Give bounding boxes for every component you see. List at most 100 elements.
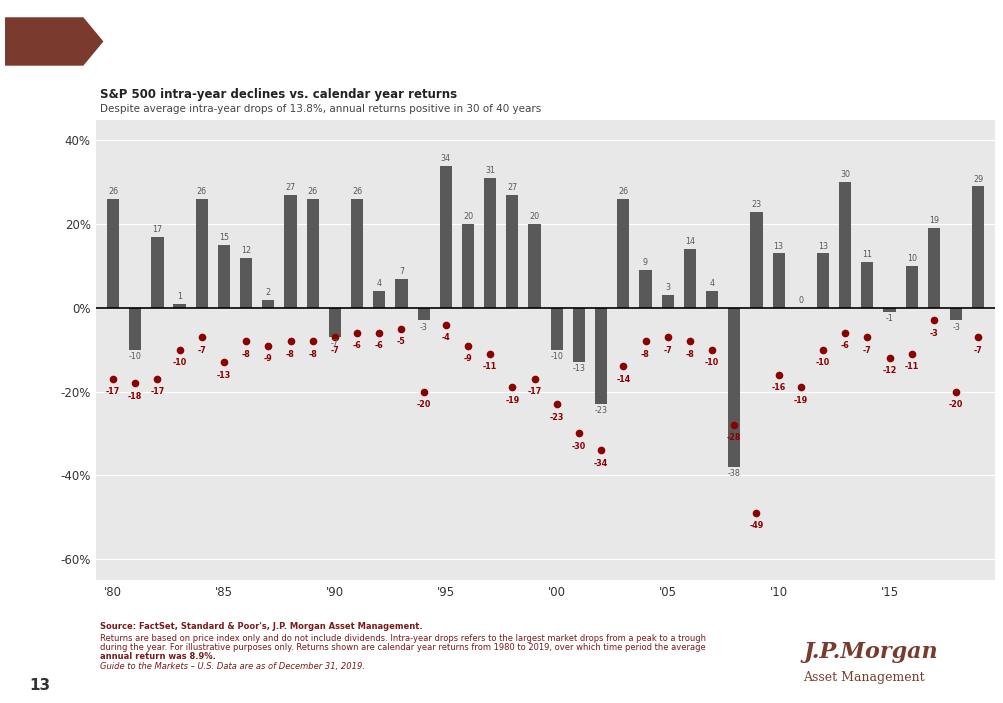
- Text: Despite average intra-year drops of 13.8%, annual returns positive in 30 of 40 y: Despite average intra-year drops of 13.8…: [100, 104, 541, 114]
- Bar: [306, 199, 319, 308]
- Bar: [174, 304, 186, 308]
- Bar: [749, 212, 762, 308]
- Bar: [573, 308, 585, 362]
- Text: 4: 4: [376, 279, 381, 288]
- Text: -17: -17: [105, 387, 120, 396]
- Text: -10: -10: [128, 352, 141, 361]
- Bar: [528, 224, 541, 308]
- Bar: [284, 195, 296, 308]
- Bar: [971, 186, 984, 308]
- Bar: [196, 199, 208, 308]
- Text: -3: -3: [951, 323, 959, 332]
- Text: 1: 1: [177, 292, 182, 301]
- Bar: [595, 308, 607, 404]
- Text: -7: -7: [330, 346, 339, 354]
- Bar: [483, 178, 495, 308]
- Text: 27: 27: [285, 183, 295, 192]
- Bar: [417, 308, 429, 321]
- Text: -7: -7: [863, 346, 871, 354]
- Text: 29: 29: [972, 174, 983, 183]
- Text: 23: 23: [750, 200, 760, 209]
- Text: -1: -1: [885, 314, 893, 323]
- Text: 30: 30: [840, 170, 850, 179]
- Text: Annual returns and intra-year declines: Annual returns and intra-year declines: [115, 32, 462, 51]
- Text: -10: -10: [550, 352, 563, 361]
- Bar: [816, 254, 828, 308]
- Text: 3: 3: [665, 283, 670, 292]
- Text: -7: -7: [331, 340, 339, 348]
- Text: -7: -7: [973, 346, 982, 354]
- Bar: [883, 308, 895, 312]
- Text: -8: -8: [308, 350, 317, 359]
- Text: -13: -13: [572, 364, 585, 373]
- Text: -5: -5: [397, 337, 405, 346]
- Bar: [949, 308, 961, 321]
- Text: 4: 4: [709, 279, 714, 288]
- Bar: [439, 166, 451, 308]
- Text: 31: 31: [484, 166, 494, 175]
- Text: 26: 26: [108, 187, 118, 196]
- Text: -10: -10: [815, 358, 829, 367]
- Text: 17: 17: [152, 225, 162, 234]
- Text: during the year. For illustrative purposes only. Returns shown are calendar year: during the year. For illustrative purpos…: [100, 643, 705, 652]
- Text: S&P 500 intra-year declines vs. calendar year returns: S&P 500 intra-year declines vs. calendar…: [100, 88, 457, 101]
- Text: Guide to the Markets – U.S. Data are as of December 31, 2019.: Guide to the Markets – U.S. Data are as …: [100, 662, 365, 671]
- Text: -8: -8: [641, 350, 649, 359]
- Text: 7: 7: [398, 266, 403, 276]
- Bar: [395, 278, 407, 308]
- Bar: [129, 308, 141, 350]
- Bar: [639, 270, 651, 308]
- Text: 13: 13: [817, 242, 827, 250]
- Text: 10: 10: [906, 254, 916, 263]
- Text: -28: -28: [726, 434, 741, 442]
- Text: 9: 9: [642, 258, 647, 267]
- Text: -19: -19: [793, 396, 807, 405]
- Text: 13: 13: [29, 678, 51, 693]
- Text: -10: -10: [704, 358, 718, 367]
- Text: -14: -14: [616, 375, 630, 384]
- Text: -49: -49: [748, 522, 763, 530]
- Text: -11: -11: [482, 362, 496, 371]
- Text: 26: 26: [197, 187, 207, 196]
- Bar: [861, 262, 873, 308]
- Text: -4: -4: [441, 333, 449, 342]
- Text: -6: -6: [840, 342, 849, 350]
- Bar: [328, 308, 341, 337]
- Text: 11: 11: [862, 250, 872, 259]
- Text: 20: 20: [529, 212, 539, 221]
- Text: -23: -23: [549, 413, 564, 422]
- Text: -7: -7: [198, 346, 206, 354]
- Text: -17: -17: [150, 387, 164, 396]
- Text: GTM - U.S.  |  13: GTM - U.S. | 13: [873, 34, 984, 49]
- Bar: [218, 245, 230, 308]
- Text: -19: -19: [505, 396, 519, 405]
- Text: -20: -20: [416, 400, 430, 409]
- Text: 19: 19: [928, 217, 938, 226]
- Text: 12: 12: [241, 246, 251, 254]
- Text: annual return was 8.9%.: annual return was 8.9%.: [100, 652, 216, 662]
- Text: Asset Management: Asset Management: [802, 671, 924, 684]
- Text: -8: -8: [685, 350, 694, 359]
- Polygon shape: [5, 18, 103, 65]
- Text: -9: -9: [463, 354, 472, 363]
- Bar: [839, 182, 851, 308]
- Text: 27: 27: [507, 183, 517, 192]
- Bar: [550, 308, 563, 350]
- Bar: [240, 258, 252, 308]
- Bar: [351, 199, 363, 308]
- Bar: [705, 291, 717, 308]
- Text: Source: FactSet, Standard & Poor's, J.P. Morgan Asset Management.: Source: FactSet, Standard & Poor's, J.P.…: [100, 622, 422, 631]
- Bar: [661, 295, 673, 308]
- Text: 14: 14: [684, 238, 694, 246]
- Text: -18: -18: [128, 392, 142, 401]
- Text: -9: -9: [264, 354, 273, 363]
- Text: -3: -3: [929, 329, 938, 338]
- Text: 26: 26: [352, 187, 362, 196]
- Text: -16: -16: [770, 383, 785, 392]
- Text: -34: -34: [594, 458, 608, 467]
- Bar: [771, 254, 784, 308]
- Bar: [262, 299, 274, 308]
- Text: -20: -20: [948, 400, 962, 409]
- Text: -3: -3: [419, 323, 427, 332]
- Text: Equities: Equities: [61, 117, 73, 174]
